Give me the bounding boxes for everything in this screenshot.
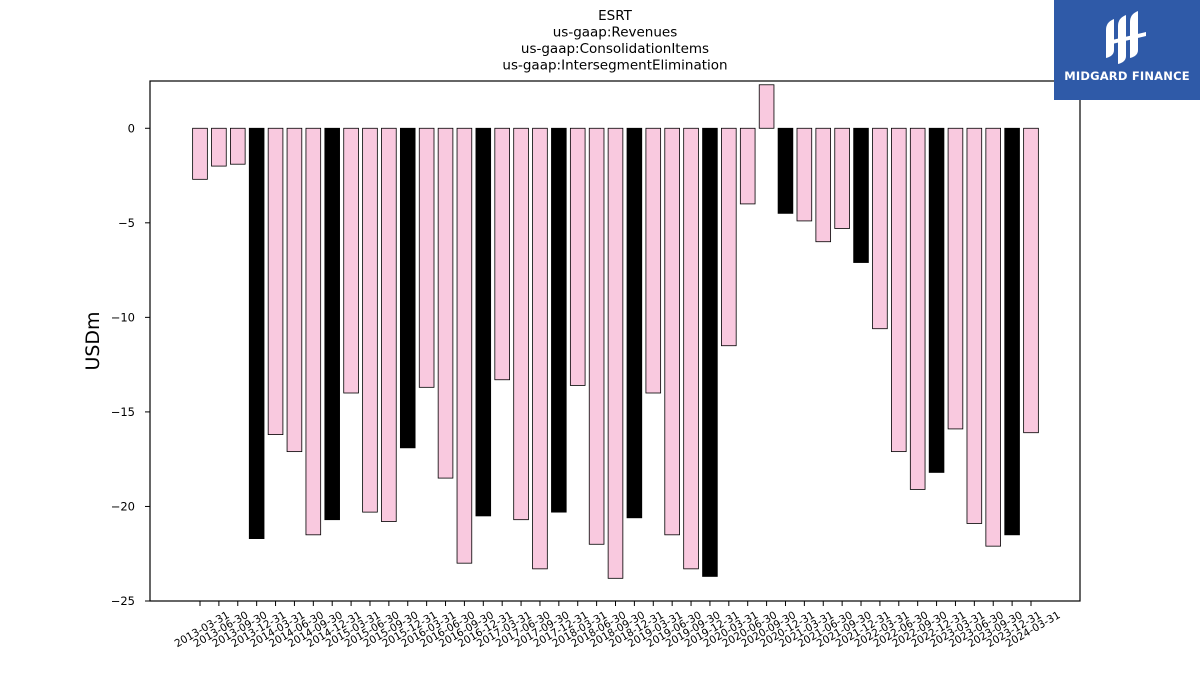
bar-2018-12-31 xyxy=(626,127,643,519)
bar-2015-09-30 xyxy=(381,127,397,522)
bar-2013-12-31 xyxy=(248,127,265,539)
bar-2013-03-31 xyxy=(192,127,208,180)
bar-2014-03-31 xyxy=(267,127,284,435)
y-tick-label: −25 xyxy=(111,594,135,608)
bar-2023-06-30 xyxy=(966,127,983,524)
bar-2020-06-30 xyxy=(739,127,756,205)
bar-2016-06-30 xyxy=(437,127,454,479)
bar-2015-06-30 xyxy=(362,127,378,513)
y-tick-label: 0 xyxy=(128,121,135,135)
y-tick-label: −10 xyxy=(111,310,135,324)
bar-2023-12-31 xyxy=(1004,127,1020,536)
chart-title-line: us-gaap:IntersegmentElimination xyxy=(502,58,727,74)
bar-2018-09-30 xyxy=(607,127,624,579)
bar-2014-09-30 xyxy=(305,127,322,536)
bar-2019-09-30 xyxy=(683,127,699,570)
bar-2013-06-30 xyxy=(211,127,227,167)
bar-2016-12-31 xyxy=(475,127,492,517)
x-axis: 2013-03-312013-06-302013-09-302013-12-31… xyxy=(173,601,1063,650)
bar-2013-09-30 xyxy=(230,127,246,165)
bar-2017-06-30 xyxy=(513,127,529,521)
y-axis-label: USDm xyxy=(82,311,104,370)
bar-2022-06-30 xyxy=(891,127,907,453)
bar-2016-03-31 xyxy=(418,127,435,388)
bar-2021-03-31 xyxy=(796,127,813,222)
bar-2021-06-30 xyxy=(815,127,832,243)
bar-2023-09-30 xyxy=(985,127,1001,547)
bar-2015-03-31 xyxy=(343,127,359,394)
bar-2018-06-30 xyxy=(588,127,605,545)
y-tick-label: −15 xyxy=(111,405,135,419)
bar-2019-03-31 xyxy=(645,127,662,394)
y-tick-label: −5 xyxy=(118,216,135,230)
bar-2020-12-31 xyxy=(777,127,794,214)
bar-2021-12-31 xyxy=(853,127,869,263)
bar-2014-12-31 xyxy=(324,127,340,521)
bars xyxy=(192,84,1039,579)
bar-2017-03-31 xyxy=(494,127,510,381)
bar-2022-12-31 xyxy=(928,127,945,473)
chart-title-line: us-gaap:Revenues xyxy=(553,25,678,41)
bar-2020-09-30 xyxy=(758,84,775,129)
logo-text: MIDGARD FINANCE xyxy=(1064,69,1190,83)
chart-title: ESRTus-gaap:Revenuesus-gaap:Consolidatio… xyxy=(502,8,727,74)
bar-2023-03-31 xyxy=(947,127,964,430)
bar-2015-12-31 xyxy=(399,127,416,449)
logo-mark-icon xyxy=(1106,11,1146,64)
bar-2018-03-31 xyxy=(569,127,586,386)
chart-title-line: us-gaap:ConsolidationItems xyxy=(521,41,709,57)
bar-2017-09-30 xyxy=(532,127,548,570)
bar-2014-06-30 xyxy=(286,127,303,453)
bar-2021-09-30 xyxy=(834,127,850,229)
y-axis: 0 −5 −10 −15 −20 −25 xyxy=(111,121,150,608)
y-tick-label: −20 xyxy=(111,499,135,513)
bar-2022-03-31 xyxy=(872,127,888,330)
chart-title-line: ESRT xyxy=(598,8,632,24)
bar-2024-03-31 xyxy=(1023,127,1039,434)
bar-2022-09-30 xyxy=(909,127,926,490)
bar-2019-12-31 xyxy=(702,127,718,577)
midgard-finance-logo: MIDGARD FINANCE xyxy=(1054,0,1200,100)
bar-2019-06-30 xyxy=(664,127,680,536)
bar-2020-03-31 xyxy=(721,127,737,347)
bar-2017-12-31 xyxy=(551,127,567,513)
bar-2016-09-30 xyxy=(456,127,473,564)
